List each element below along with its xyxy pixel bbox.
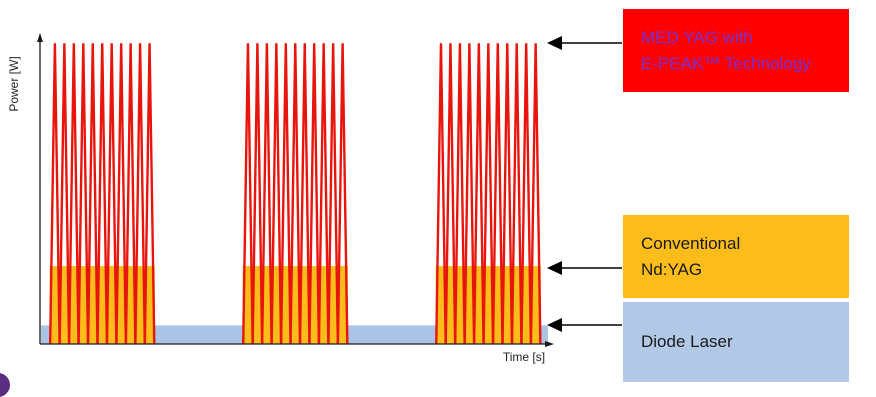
legend-med-yag: MED YAG with E-PEAK™ Technology: [623, 9, 849, 92]
legend-diode-laser: Diode Laser: [623, 302, 849, 382]
legend-med-yag-line2: E-PEAK™ Technology: [641, 53, 811, 73]
epeak-spike-2-10: [327, 43, 340, 345]
epeak-spike-1-7: [105, 43, 118, 345]
conventional-pulse-block-3: [435, 266, 541, 345]
epeak-spike-2-4: [270, 43, 283, 345]
epeak-spike-3-1: [435, 43, 447, 345]
epeak-spike-1-3: [67, 43, 80, 345]
legend-conventional-line1: Conventional: [641, 233, 741, 253]
epeak-spike-2-5: [279, 43, 292, 345]
legend-conventional-line2: Nd:YAG: [641, 259, 703, 279]
epeak-spike-3-10: [520, 43, 533, 345]
arrow-conventional: [547, 261, 622, 275]
epeak-spike-2-7: [298, 43, 311, 345]
y-axis-arrowhead: [37, 33, 43, 42]
epeak-spike-3-3: [453, 43, 466, 345]
epeak-spike-2-6: [289, 43, 302, 345]
epeak-spike-1-9: [124, 43, 137, 345]
plot-marks: [41, 43, 548, 345]
epeak-spike-3-5: [472, 43, 485, 345]
epeak-spike-3-2: [444, 43, 457, 345]
laser-power-chart: Power [W] Time [s]: [7, 33, 622, 364]
epeak-spike-3-9: [510, 43, 523, 345]
axes: [37, 33, 554, 347]
epeak-spike-3-4: [463, 43, 476, 345]
epeak-spike-2-8: [308, 43, 321, 345]
epeak-spike-1-10: [134, 43, 147, 345]
arrow-diode: [547, 318, 622, 332]
epeak-spike-3-11: [529, 43, 542, 345]
epeak-spike-1-6: [96, 43, 109, 345]
epeak-spike-3-7: [491, 43, 504, 345]
legend-diode-line1: Diode Laser: [641, 332, 733, 351]
epeak-spike-1-5: [86, 43, 99, 345]
epeak-spike-2-2: [251, 43, 264, 345]
epeak-spike-1-2: [58, 43, 71, 345]
epeak-spike-3-6: [482, 43, 495, 345]
epeak-spike-2-1: [242, 43, 254, 345]
arrow-pulsed: [547, 36, 622, 50]
epeak-spike-2-3: [260, 43, 273, 345]
conventional-pulse-block-1: [49, 266, 155, 345]
x-axis-label: Time [s]: [503, 350, 545, 364]
epeak-spike-2-11: [336, 43, 349, 345]
conventional-pulse-block-2: [242, 266, 348, 345]
legend-med-yag-line1: MED YAG with: [641, 27, 753, 47]
x-axis-arrowhead: [545, 341, 554, 347]
epeak-spike-2-9: [317, 43, 330, 345]
legend-conventional-ndyag: Conventional Nd:YAG: [623, 215, 849, 298]
legend-arrows: [547, 36, 622, 332]
y-axis-label: Power [W]: [7, 56, 21, 111]
epeak-spike-1-4: [77, 43, 90, 345]
epeak-spike-1-1: [48, 43, 61, 345]
epeak-spike-1-11: [143, 43, 156, 345]
epeak-spike-3-8: [501, 43, 514, 345]
epeak-spike-1-8: [115, 43, 128, 345]
